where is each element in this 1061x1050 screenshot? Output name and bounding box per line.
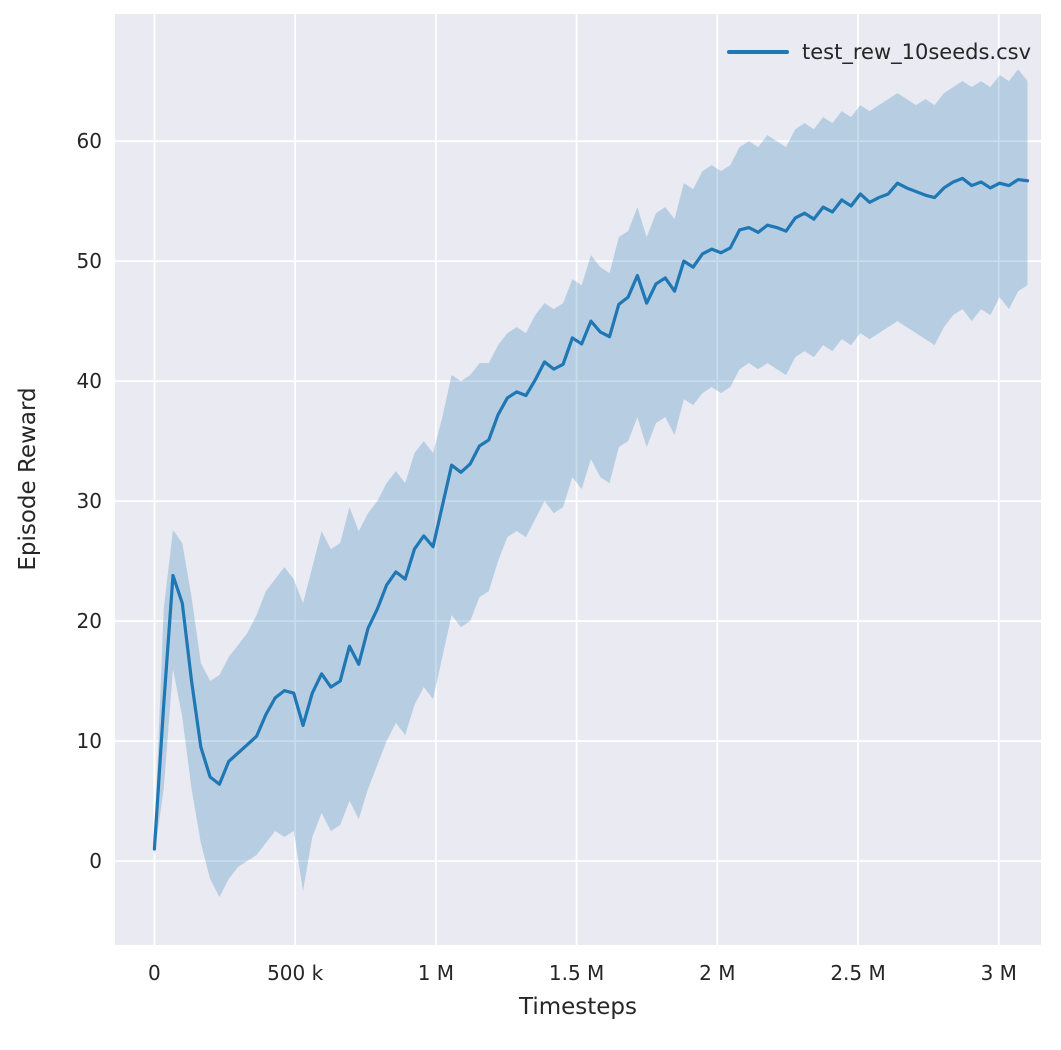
x-tick-label: 2.5 M (830, 961, 885, 985)
legend-line-sample (727, 50, 790, 54)
x-tick-label: 0 (148, 961, 161, 985)
y-axis-label: Episode Reward (15, 387, 41, 571)
y-tick-label: 20 (77, 609, 102, 633)
y-tick-label: 10 (77, 729, 102, 753)
y-tick-label: 40 (77, 369, 102, 393)
x-axis-label: Timesteps (518, 994, 638, 1020)
plot-area (115, 14, 1041, 945)
y-tick-label: 50 (77, 249, 102, 273)
x-tick-label: 2 M (699, 961, 735, 985)
x-tick-label: 3 M (981, 961, 1017, 985)
y-tick-label: 0 (89, 849, 102, 873)
legend-label: test_rew_10seeds.csv (802, 40, 1031, 64)
x-tick-label: 1 M (418, 961, 454, 985)
confidence-band (154, 69, 1028, 898)
y-tick-label: 30 (77, 489, 102, 513)
legend: test_rew_10seeds.csv (727, 40, 1031, 64)
mean-line (152, 176, 1030, 851)
x-tick-label: 500 k (267, 961, 324, 985)
y-tick-label: 60 (77, 129, 102, 153)
x-tick-label: 1.5 M (549, 961, 604, 985)
